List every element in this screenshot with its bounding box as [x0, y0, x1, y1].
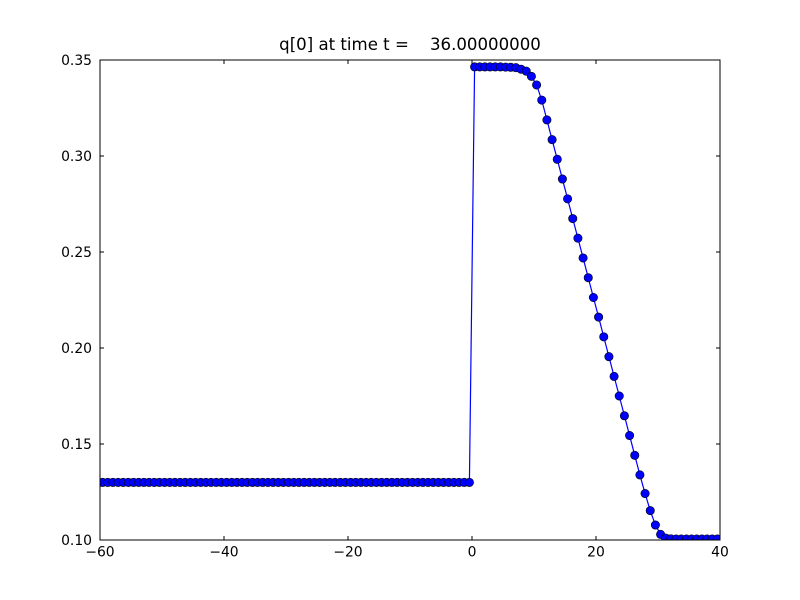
x-tick-label: 40	[711, 545, 729, 561]
data-point-marker	[599, 332, 609, 342]
data-point-marker	[542, 115, 552, 125]
y-tick-label: 0.35	[61, 53, 92, 69]
data-point-marker	[588, 292, 598, 302]
data-point-marker	[568, 214, 578, 224]
y-tick-label: 0.20	[61, 341, 92, 357]
y-tick-label: 0.30	[61, 149, 92, 165]
data-point-marker	[563, 194, 573, 204]
data-series	[100, 62, 720, 540]
data-point-marker	[645, 506, 655, 516]
axis-tick-labels: −60 −40 −20 0 20 40 0.10 0.15 0.20 0.25 0.30 0.35	[61, 53, 729, 561]
x-tick-label: 0	[468, 545, 477, 561]
data-point-marker	[609, 371, 619, 381]
data-line	[102, 66, 718, 540]
axes-frame	[99, 59, 721, 541]
data-point-marker	[594, 312, 604, 322]
data-point-marker	[547, 135, 557, 145]
data-point-marker	[552, 154, 562, 164]
x-tick-label: −40	[209, 545, 238, 561]
data-point-marker	[640, 489, 650, 499]
data-point-marker	[532, 80, 542, 90]
y-tick-label: 0.10	[61, 533, 92, 549]
data-point-marker	[557, 174, 567, 184]
data-point-marker	[630, 450, 640, 460]
data-point-marker	[604, 352, 614, 362]
data-point-marker	[526, 71, 536, 81]
chart-title: q[0] at time t = 36.00000000	[279, 35, 541, 54]
axis-ticks	[99, 59, 721, 541]
data-point-marker	[614, 391, 624, 401]
data-point-marker	[583, 273, 593, 283]
data-point-marker	[619, 411, 629, 421]
x-tick-label: −60	[85, 545, 114, 561]
x-tick-label: 20	[587, 545, 605, 561]
y-tick-label: 0.15	[61, 437, 92, 453]
data-point-marker	[625, 431, 635, 441]
data-point-marker	[650, 520, 660, 530]
data-point-marker	[464, 477, 474, 487]
data-point-marker	[635, 470, 645, 480]
data-point-marker	[573, 233, 583, 243]
y-tick-label: 0.25	[61, 245, 92, 261]
data-point-marker	[578, 253, 588, 263]
data-point-marker	[537, 95, 547, 105]
x-tick-label: −20	[333, 545, 362, 561]
data-point-marker	[712, 534, 720, 540]
